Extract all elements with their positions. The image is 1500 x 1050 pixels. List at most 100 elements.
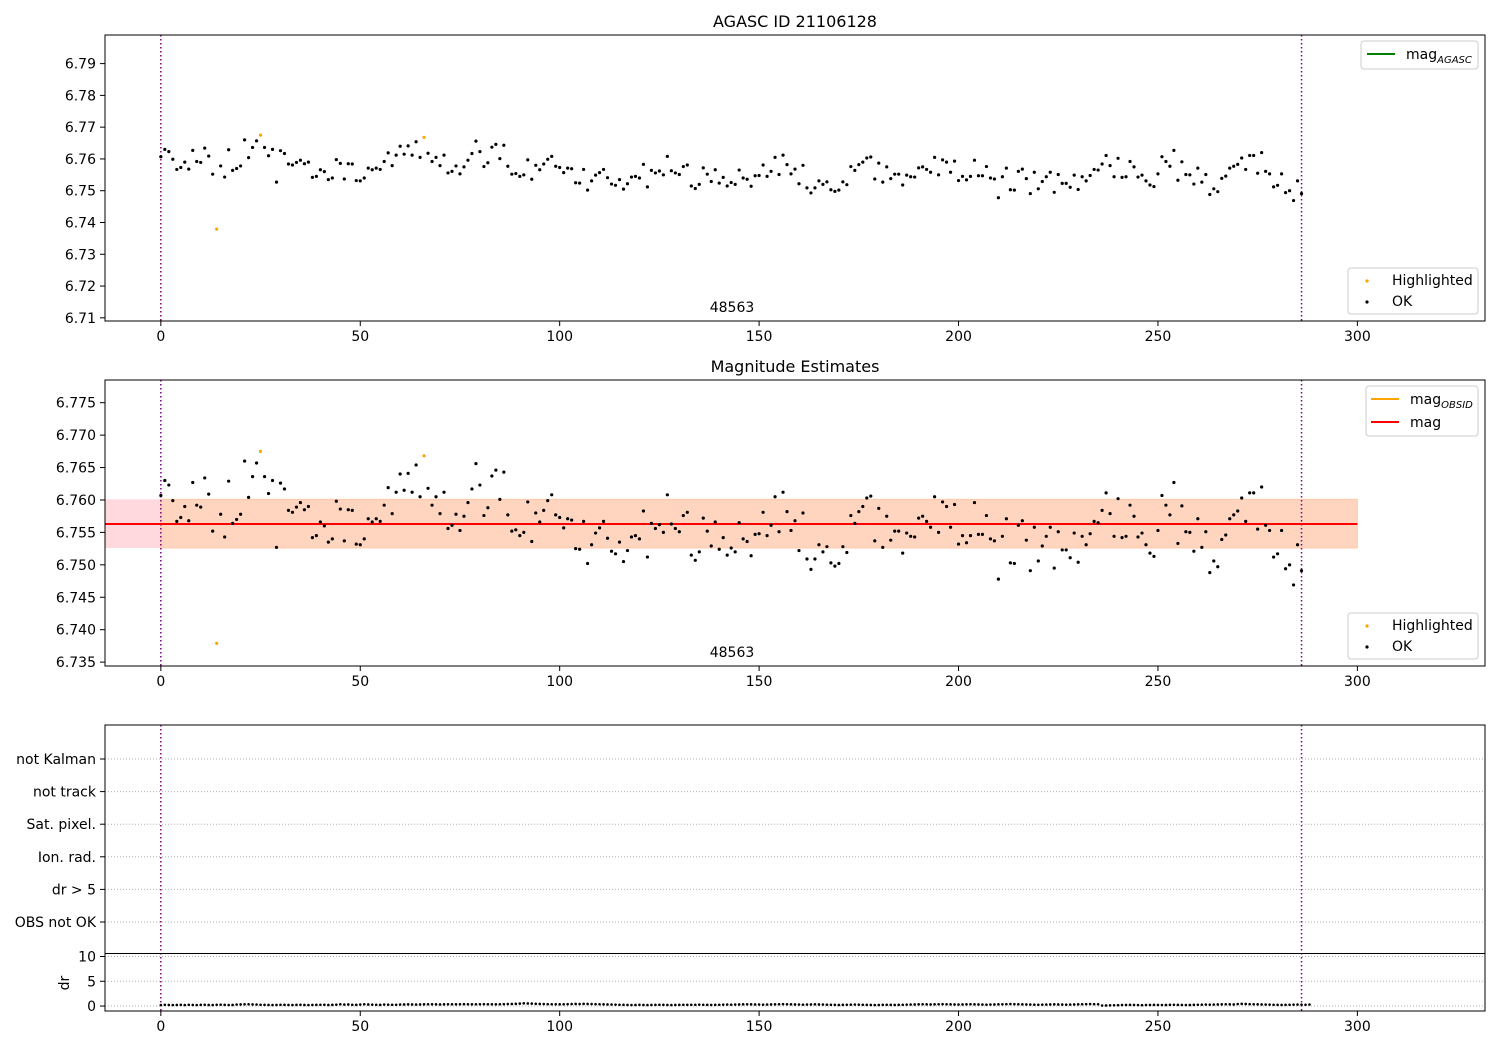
magnitude-ok-point bbox=[885, 514, 889, 518]
agasc-ok-point bbox=[254, 139, 259, 143]
magnitude-ok-point bbox=[1140, 531, 1144, 535]
dr-point bbox=[1112, 1003, 1116, 1007]
magnitude-ok-point bbox=[705, 529, 709, 533]
agasc-highlighted-points bbox=[215, 133, 426, 231]
agasc-ok-point bbox=[996, 196, 1001, 200]
agasc-ytick-label: 6.75 bbox=[65, 184, 96, 200]
dr-point bbox=[562, 1002, 565, 1006]
agasc-ok-point bbox=[944, 160, 949, 164]
agasc-ok-point bbox=[1040, 179, 1044, 184]
agasc-ok-point bbox=[817, 179, 821, 183]
agasc-ok-point bbox=[613, 183, 618, 187]
dr-point bbox=[362, 1002, 366, 1006]
dr-point bbox=[1124, 1003, 1128, 1007]
dr-point bbox=[1001, 1002, 1004, 1006]
agasc-ok-point bbox=[1076, 187, 1080, 192]
agasc-ok-point bbox=[211, 172, 215, 176]
dr-point bbox=[1104, 1004, 1108, 1007]
magnitude-ok-point bbox=[522, 530, 526, 535]
agasc-ok-point bbox=[881, 180, 885, 184]
magnitude-ok-point bbox=[1136, 535, 1140, 539]
magnitude-ok-point bbox=[625, 548, 630, 553]
dr-point bbox=[1272, 1003, 1275, 1007]
dr-point bbox=[1080, 1002, 1084, 1006]
magnitude-ok-point bbox=[578, 547, 582, 551]
magnitude-ok-point bbox=[633, 534, 638, 538]
dr-point bbox=[311, 1003, 314, 1007]
agasc-ok-point bbox=[901, 183, 905, 187]
magnitude-ok-point bbox=[570, 518, 574, 522]
agasc-ok-point bbox=[1020, 167, 1024, 171]
magnitude-ok-point bbox=[893, 529, 897, 533]
agasc-ok-point bbox=[1299, 191, 1304, 196]
agasc-ok-point bbox=[717, 181, 721, 185]
dr-point bbox=[283, 1003, 286, 1007]
dr-point bbox=[945, 1002, 948, 1006]
agasc-ok-point bbox=[948, 170, 953, 174]
magnitude-ok-point bbox=[1164, 503, 1168, 507]
agasc-ok-point bbox=[398, 144, 402, 148]
dr-point bbox=[889, 1003, 893, 1007]
dr-point bbox=[614, 1003, 617, 1006]
dr-point bbox=[753, 1003, 757, 1006]
magnitude-line-legend: magOBSID mag bbox=[1365, 385, 1479, 437]
magnitude-ok-point bbox=[737, 521, 741, 525]
magnitude-ok-point bbox=[266, 491, 271, 496]
dr-point bbox=[227, 1003, 230, 1007]
agasc-ok-point bbox=[414, 140, 418, 144]
dr-point bbox=[1017, 1002, 1020, 1006]
agasc-ok-point bbox=[402, 152, 406, 156]
agasc-ok-point bbox=[1287, 189, 1292, 193]
magnitude-ok-point bbox=[474, 462, 478, 466]
agasc-ok-point bbox=[195, 159, 199, 164]
magnitude-ok-point bbox=[936, 530, 941, 535]
dr-point bbox=[1208, 1003, 1212, 1006]
agasc-ok-point bbox=[709, 179, 713, 184]
agasc-ok-point bbox=[510, 172, 514, 176]
agasc-ok-point bbox=[1128, 159, 1132, 164]
magnitude-ok-point bbox=[1020, 519, 1024, 523]
dr-point bbox=[1264, 1003, 1267, 1006]
magnitude-ok-point bbox=[1232, 513, 1236, 517]
magnitude-ok-point bbox=[187, 519, 191, 523]
agasc-ok-point bbox=[665, 154, 669, 158]
magnitude-panel-title: Magnitude Estimates bbox=[711, 357, 880, 376]
agasc-ok-point bbox=[597, 170, 602, 175]
dr-point bbox=[1060, 1003, 1064, 1006]
agasc-ok-point bbox=[274, 180, 279, 184]
dr-point bbox=[1084, 1002, 1088, 1006]
dr-point bbox=[263, 1003, 266, 1007]
magnitude-ok-point bbox=[793, 519, 797, 523]
agasc-legend-label-highlighted: Highlighted bbox=[1392, 273, 1473, 289]
magnitude-ok-point bbox=[881, 545, 885, 549]
agasc-ok-point bbox=[235, 166, 239, 171]
agasc-ok-point bbox=[801, 163, 805, 167]
magnitude-legend-marker-highlighted bbox=[1365, 624, 1369, 628]
magnitude-ok-point bbox=[362, 537, 366, 541]
dr-point bbox=[761, 1003, 765, 1006]
magnitude-ok-point bbox=[629, 535, 634, 539]
dr-point bbox=[430, 1003, 434, 1006]
agasc-legend-marker-highlighted bbox=[1365, 279, 1369, 283]
agasc-ok-point bbox=[278, 149, 283, 153]
magnitude-ok-point bbox=[195, 503, 199, 507]
dr-point bbox=[299, 1003, 302, 1007]
dr-point bbox=[905, 1003, 908, 1006]
dr-point bbox=[725, 1003, 729, 1006]
dr-point bbox=[418, 1003, 422, 1006]
magnitude-ok-point bbox=[374, 517, 378, 521]
magnitude-ok-point bbox=[996, 577, 1001, 581]
agasc-ok-point bbox=[617, 177, 622, 182]
dr-point bbox=[378, 1003, 382, 1007]
agasc-ok-point bbox=[1080, 175, 1084, 179]
agasc-ok-point bbox=[625, 182, 630, 186]
dr-point bbox=[630, 1003, 633, 1007]
dr-point bbox=[1152, 1003, 1156, 1007]
agasc-ok-point bbox=[657, 169, 661, 173]
dr-point bbox=[693, 1003, 697, 1007]
magnitude-ok-point bbox=[482, 513, 486, 518]
magnitude-ok-point bbox=[1168, 513, 1172, 517]
agasc-ok-point bbox=[538, 168, 542, 172]
agasc-ok-point bbox=[494, 142, 498, 146]
dr-point bbox=[502, 1002, 506, 1006]
